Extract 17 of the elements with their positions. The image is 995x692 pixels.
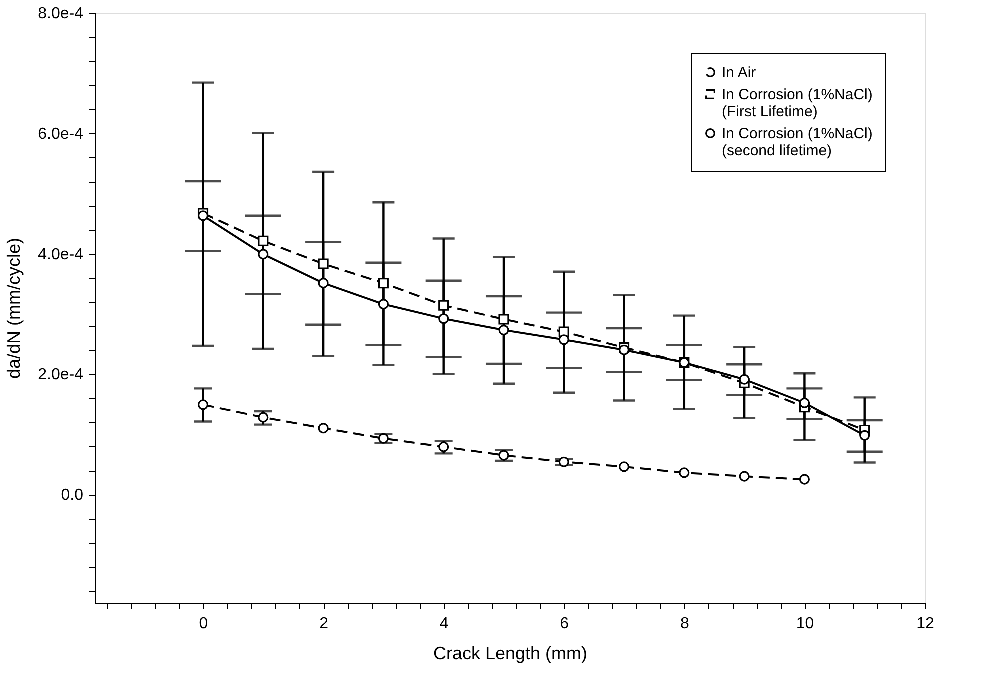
y-axis-title: da/dN (mm/cycle) — [4, 238, 24, 380]
y-tick-label: 4.0e-4 — [38, 246, 84, 264]
y-tick-label: 2.0e-4 — [38, 366, 84, 384]
y-tick-label: 0.0 — [61, 487, 84, 504]
x-tick-label: 6 — [560, 616, 570, 632]
x-tick-label: 4 — [440, 616, 449, 632]
x-tick-label: 12 — [916, 616, 934, 632]
y-tick-label: 8.0e-4 — [38, 6, 84, 22]
x-tick-label: 2 — [320, 616, 329, 632]
legend-label: In Air — [722, 64, 756, 82]
x-tick-label: 10 — [796, 616, 814, 632]
legend-label: In Corrosion (1%NaCl) (First Lifetime) — [722, 86, 873, 120]
legend-label: In Corrosion (1%NaCl) (second lifetime) — [722, 126, 873, 160]
x-axis-title: Crack Length (mm) — [433, 644, 588, 664]
y-tick-label: 6.0e-4 — [38, 126, 84, 143]
x-tick-label: 0 — [199, 616, 208, 632]
x-tick-label: 8 — [680, 616, 690, 632]
